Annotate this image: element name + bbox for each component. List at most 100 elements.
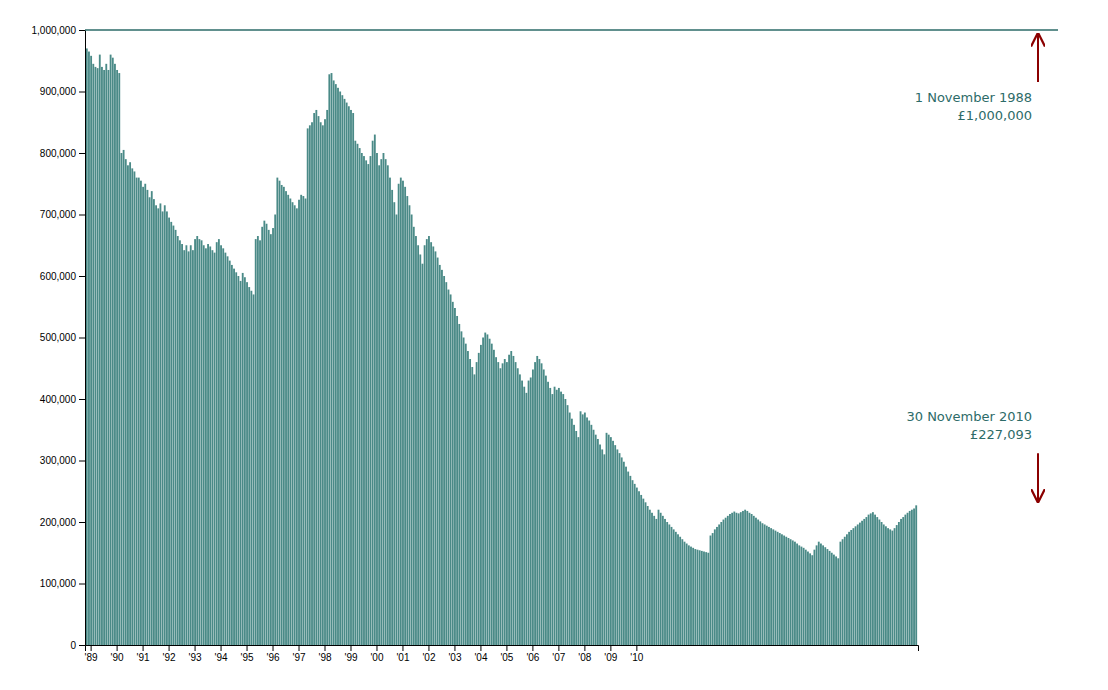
y-tick-label: 900,000 bbox=[40, 86, 77, 97]
x-tick-label: '01 bbox=[396, 652, 409, 663]
bar bbox=[865, 517, 867, 645]
bar bbox=[162, 211, 164, 645]
x-tick: '90 bbox=[111, 645, 124, 663]
bar bbox=[759, 521, 761, 645]
bar bbox=[634, 484, 636, 645]
bar bbox=[904, 515, 906, 645]
annotation: 1 November 1988 bbox=[915, 90, 1032, 105]
bar bbox=[794, 542, 796, 645]
bar bbox=[629, 476, 631, 645]
bar bbox=[740, 512, 742, 645]
y-tick-mark bbox=[79, 153, 85, 154]
bar bbox=[333, 80, 335, 645]
bar bbox=[170, 222, 172, 645]
x-tick-label: '08 bbox=[578, 652, 591, 663]
bar bbox=[798, 545, 800, 645]
bar bbox=[411, 215, 413, 646]
bar bbox=[409, 205, 411, 645]
bar bbox=[326, 110, 328, 645]
bar bbox=[822, 545, 824, 645]
plot: 0100,000200,000300,000400,000500,000600,… bbox=[32, 25, 1059, 663]
x-tick-label: '09 bbox=[604, 652, 617, 663]
bar bbox=[315, 110, 317, 645]
bar bbox=[549, 388, 551, 645]
bar bbox=[426, 239, 428, 645]
bar bbox=[116, 70, 118, 645]
bar bbox=[142, 187, 144, 645]
bar bbox=[127, 165, 129, 645]
bar bbox=[506, 362, 508, 645]
bar bbox=[450, 294, 452, 645]
bar bbox=[309, 125, 311, 645]
x-tick-label: '10 bbox=[630, 652, 643, 663]
bar bbox=[718, 524, 720, 645]
bar bbox=[504, 359, 506, 645]
x-tick: '05 bbox=[500, 645, 513, 663]
bar bbox=[136, 178, 138, 645]
bar bbox=[201, 240, 203, 645]
bar bbox=[790, 539, 792, 645]
bar bbox=[415, 236, 417, 645]
bar bbox=[636, 488, 638, 645]
bar bbox=[876, 517, 878, 645]
y-axis-line bbox=[79, 31, 86, 646]
y-tick-label: 600,000 bbox=[40, 271, 77, 282]
bar bbox=[279, 181, 281, 645]
bar bbox=[699, 550, 701, 645]
bar bbox=[909, 511, 911, 645]
bar bbox=[220, 245, 222, 645]
bar bbox=[233, 269, 235, 645]
bar bbox=[218, 239, 220, 645]
bar bbox=[647, 506, 649, 645]
bar bbox=[625, 467, 627, 645]
y-tick-mark bbox=[79, 645, 85, 646]
y-tick-label: 400,000 bbox=[40, 394, 77, 405]
bar bbox=[110, 55, 112, 645]
x-tick-mark bbox=[584, 645, 585, 651]
x-tick-label: '07 bbox=[552, 652, 565, 663]
bar bbox=[510, 351, 512, 645]
bar bbox=[198, 239, 200, 645]
bar bbox=[521, 381, 523, 645]
bar bbox=[324, 119, 326, 645]
bar bbox=[194, 239, 196, 645]
bar bbox=[729, 514, 731, 645]
bar bbox=[562, 394, 564, 645]
x-axis: '89'90'91'92'93'94'95'96'97'98'99'00'01'… bbox=[85, 645, 919, 663]
bar bbox=[214, 253, 216, 645]
bar bbox=[461, 331, 463, 645]
bar bbox=[831, 553, 833, 645]
bar bbox=[337, 88, 339, 645]
bar bbox=[495, 357, 497, 645]
bar bbox=[484, 333, 486, 645]
x-tick: '97 bbox=[292, 645, 305, 663]
y-tick: 900,000 bbox=[40, 86, 85, 97]
x-tick-mark bbox=[428, 645, 429, 651]
bar bbox=[474, 374, 476, 645]
bar bbox=[664, 519, 666, 645]
bar bbox=[736, 513, 738, 645]
bar bbox=[441, 270, 443, 645]
bar bbox=[240, 281, 242, 645]
y-tick: 800,000 bbox=[40, 148, 85, 159]
bar bbox=[344, 99, 346, 645]
bar bbox=[632, 480, 634, 645]
x-tick-mark bbox=[221, 645, 222, 651]
x-tick: '10 bbox=[630, 645, 643, 663]
y-tick-label: 100,000 bbox=[40, 578, 77, 589]
bar bbox=[253, 294, 255, 645]
bar bbox=[603, 454, 605, 645]
bar bbox=[595, 435, 597, 645]
bar bbox=[564, 399, 566, 645]
x-tick: '89 bbox=[85, 645, 98, 663]
bar bbox=[720, 522, 722, 645]
bar bbox=[850, 530, 852, 645]
bar bbox=[807, 552, 809, 645]
bar bbox=[887, 528, 889, 645]
bar bbox=[577, 437, 579, 645]
bar bbox=[439, 265, 441, 645]
y-tick-mark bbox=[79, 338, 85, 339]
bar bbox=[725, 518, 727, 645]
bar bbox=[268, 230, 270, 645]
bar bbox=[157, 208, 159, 645]
